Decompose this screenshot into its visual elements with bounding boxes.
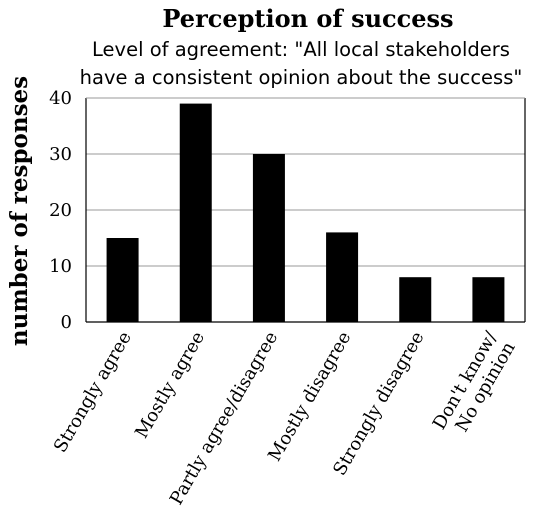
x-tick-label: Don't know/No opinion bbox=[429, 327, 520, 444]
y-tick-label: 0 bbox=[61, 312, 72, 333]
bar bbox=[472, 277, 505, 322]
y-tick-label: 10 bbox=[49, 256, 72, 277]
x-tick-label: Mostly disagree bbox=[264, 328, 355, 465]
bar bbox=[252, 154, 285, 322]
gridlines bbox=[86, 97, 525, 267]
y-tick-label: 30 bbox=[49, 144, 72, 165]
chart-header: Perception of success Level of agreement… bbox=[80, 4, 523, 89]
chart-title: Perception of success bbox=[162, 4, 453, 33]
y-tick-labels: 0 10 20 30 40 bbox=[49, 88, 72, 333]
bars bbox=[106, 103, 505, 322]
chart-subtitle-line-2: have a consistent opinion about the succ… bbox=[80, 66, 523, 89]
x-tick-label: Strongly agree bbox=[50, 328, 136, 456]
chart-subtitle-line-1: Level of agreement: "All local stakehold… bbox=[92, 38, 510, 61]
bar bbox=[179, 103, 212, 322]
bar bbox=[326, 232, 359, 322]
y-tick-label: 20 bbox=[49, 200, 72, 221]
x-tick-label-line: Mostly disagree bbox=[264, 328, 355, 465]
x-tick-label-line: Strongly agree bbox=[50, 328, 136, 456]
y-axis-label: number of responses bbox=[6, 76, 33, 346]
y-tick-label: 40 bbox=[49, 88, 72, 109]
x-tick-label-line: Mostly agree bbox=[131, 328, 209, 442]
axes bbox=[85, 97, 526, 323]
bar bbox=[106, 238, 139, 322]
bar bbox=[399, 277, 432, 322]
x-tick-label: Mostly agree bbox=[131, 328, 209, 442]
